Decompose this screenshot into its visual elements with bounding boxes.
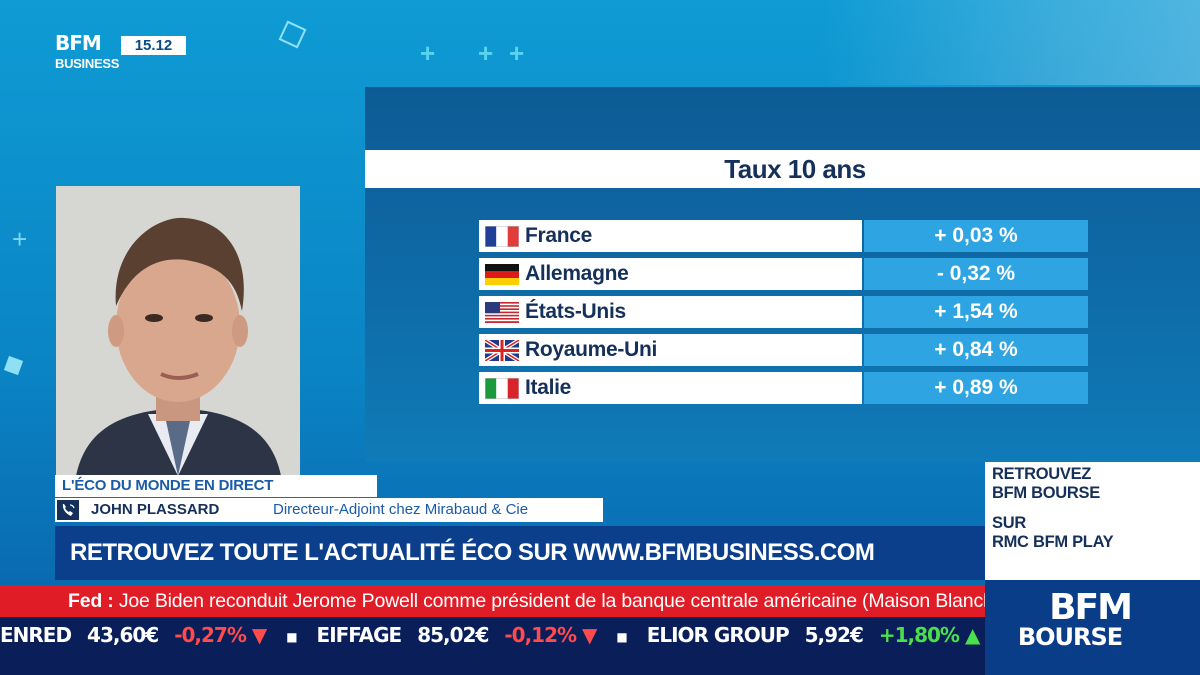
separator-icon: ■	[616, 629, 627, 644]
country-name: Italie	[525, 376, 572, 399]
show-title-bar	[55, 475, 377, 497]
show-title: L'ÉCO DU MONDE EN DIRECT	[62, 477, 274, 494]
plus-decoration-icon: +	[478, 38, 494, 68]
italy-flag-icon	[485, 378, 519, 399]
plus-decoration-icon: +	[12, 224, 28, 254]
ticker-name: ELIOR GROUP	[646, 623, 790, 647]
panel-title-bar	[365, 150, 1200, 188]
news-bar	[0, 585, 985, 617]
country-name: États-Unis	[525, 300, 626, 323]
guest-bar	[55, 498, 603, 522]
france-flag-icon	[485, 226, 519, 247]
square-decoration-icon	[3, 355, 24, 376]
guest-portrait	[56, 186, 300, 476]
ticker-change: +1,80%	[878, 623, 960, 647]
channel-logo: BFM	[55, 31, 102, 55]
guest-name: JOHN PLASSARD	[91, 501, 220, 518]
right-promo-line: RETROUVEZ	[992, 465, 1092, 483]
right-promo-panel	[985, 462, 1200, 580]
right-promo-line: SUR	[992, 514, 1026, 532]
panel-title: Taux 10 ans	[724, 154, 866, 184]
ticker-change: -0,12%	[504, 623, 577, 647]
rate-row-country: Allemagne	[479, 258, 862, 290]
rate-row-country: Royaume-Uni	[479, 334, 862, 366]
right-promo-line: RMC BFM PLAY	[992, 533, 1114, 551]
phone-icon	[57, 500, 79, 520]
ticker-price: 5,92€	[804, 623, 864, 647]
promo-bar	[55, 526, 985, 580]
ticker-price: 43,60€	[87, 623, 159, 647]
germany-flag-icon	[485, 264, 519, 285]
stock-ticker: ENRED 43,60€ -0,27% ▼ ■ EIFFAGE 85,02€ -…	[0, 621, 1024, 649]
rate-row-country: Italie	[479, 372, 862, 404]
separator-icon: ■	[286, 629, 297, 644]
country-name: Allemagne	[525, 262, 629, 285]
bfm-bourse-logo-subtitle: BOURSE	[1017, 623, 1123, 651]
down-arrow-icon: ▼	[582, 623, 597, 647]
news-ticker: Fed : Joe Biden reconduit Jerome Powell …	[68, 585, 1016, 617]
stock-ticker-bar	[0, 617, 985, 675]
ticker-change: -0,27%	[174, 623, 247, 647]
rate-value: - 0,32 %	[864, 258, 1088, 290]
right-promo-line: BFM BOURSE	[992, 484, 1100, 502]
news-label: Fed :	[68, 590, 114, 612]
uk-flag-icon	[485, 340, 519, 361]
rate-value: + 0,89 %	[864, 372, 1088, 404]
world-map-decoration	[820, 0, 1200, 85]
rate-row-country: France	[479, 220, 862, 252]
square-decoration-icon	[278, 20, 307, 49]
plus-decoration-icon: +	[420, 38, 436, 68]
rate-row-country: États-Unis	[479, 296, 862, 328]
bfm-bourse-logo: BFM	[1049, 587, 1133, 628]
guest-role: Directeur-Adjoint chez Mirabaud & Cie	[273, 501, 529, 518]
clock: 15.12	[121, 36, 186, 55]
up-arrow-icon: ▲	[964, 623, 980, 647]
plus-decoration-icon: +	[509, 38, 525, 68]
down-arrow-icon: ▼	[251, 623, 267, 647]
usa-flag-icon	[485, 302, 519, 323]
rate-value: + 0,03 %	[864, 220, 1088, 252]
bfm-bourse-logo-panel	[985, 580, 1200, 675]
channel-logo-subtitle: BUSINESS	[55, 56, 120, 71]
ticker-name: ENRED	[0, 623, 72, 647]
country-name: Royaume-Uni	[525, 338, 658, 361]
rate-value: + 1,54 %	[864, 296, 1088, 328]
ticker-price: 85,02€	[417, 623, 489, 647]
ticker-name: EIFFAGE	[316, 623, 403, 647]
country-name: France	[525, 224, 593, 247]
promo-text: RETROUVEZ TOUTE L'ACTUALITÉ ÉCO SUR WWW.…	[70, 539, 875, 566]
news-text: Joe Biden reconduit Jerome Powell comme …	[118, 590, 1016, 612]
rate-value: + 0,84 %	[864, 334, 1088, 366]
